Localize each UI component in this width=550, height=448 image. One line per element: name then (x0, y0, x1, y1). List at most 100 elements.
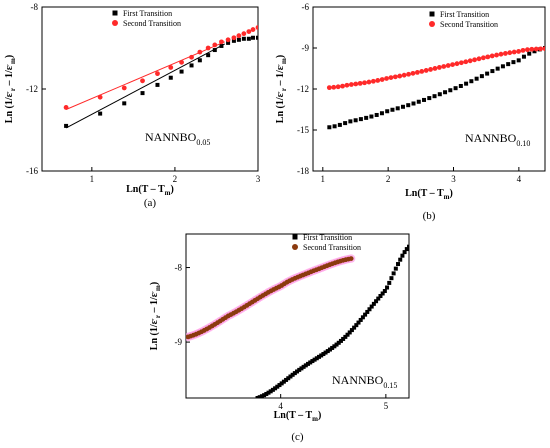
data-point (406, 71, 411, 77)
data-point (485, 71, 490, 76)
data-point (266, 390, 271, 395)
data-point (197, 49, 203, 55)
data-point (246, 36, 251, 41)
plot-frame (185, 233, 410, 399)
data-point (212, 48, 217, 53)
data-point (382, 289, 387, 294)
data-point (365, 309, 370, 314)
data-point (363, 312, 368, 317)
data-point (437, 92, 442, 97)
x-tick-label: 5 (384, 401, 389, 411)
data-point (360, 315, 365, 320)
data-point (506, 62, 511, 67)
data-point (236, 37, 241, 42)
data-point (407, 244, 409, 249)
data-point (257, 395, 262, 398)
data-point (295, 369, 300, 374)
data-point (375, 78, 381, 83)
data-point (480, 55, 486, 61)
data-point (388, 75, 394, 81)
data-point (392, 74, 398, 80)
x-tick-label: 4 (278, 401, 283, 411)
y-axis-label: Ln (1/ε′r – 1/ε′m) (275, 55, 288, 123)
data-point (411, 101, 416, 106)
y-tick-label: -9 (175, 337, 183, 347)
data-point (364, 115, 369, 120)
data-point (348, 256, 354, 261)
data-point (345, 332, 350, 337)
data-point (414, 69, 420, 75)
data-point (275, 384, 280, 389)
data-point (401, 72, 407, 78)
data-point (310, 359, 315, 364)
fit-line (65, 43, 226, 129)
data-point (395, 106, 400, 111)
data-point (197, 58, 202, 63)
data-point (259, 394, 264, 398)
data-point (225, 37, 231, 43)
data-point (286, 376, 291, 381)
composition-label: NANNBO0.10 (465, 131, 530, 148)
data-point (64, 123, 69, 128)
data-point (402, 250, 407, 255)
x-axis-label: Ln(T – Tm) (274, 410, 322, 423)
x-tick-label: 3 (256, 174, 261, 184)
data-point (436, 65, 442, 70)
data-point (495, 66, 500, 71)
data-point (358, 317, 363, 322)
data-point (387, 280, 392, 285)
data-point (498, 51, 504, 57)
legend-label: Second Transition (440, 20, 498, 29)
data-point (348, 119, 353, 124)
data-point (212, 42, 218, 48)
data-point (255, 396, 260, 398)
x-tick-label: 3 (451, 174, 456, 184)
legend-label: Second Transition (123, 19, 181, 28)
data-point (374, 299, 379, 304)
data-point (423, 68, 429, 73)
data-point (246, 29, 252, 34)
data-point (516, 49, 521, 54)
data-point (400, 253, 405, 258)
data-point (464, 81, 469, 86)
legend-marker-square (429, 11, 435, 17)
data-point (349, 328, 354, 333)
data-point (389, 276, 394, 281)
data-point (316, 354, 321, 359)
data-point (63, 105, 69, 110)
data-point (264, 391, 269, 396)
data-point (290, 372, 295, 377)
plot-area (326, 46, 545, 130)
data-point (321, 352, 326, 357)
data-point (312, 357, 317, 362)
data-point (358, 117, 363, 122)
legend-marker-circle (429, 21, 435, 27)
y-tick-label: -12 (297, 84, 309, 94)
data-point (323, 350, 328, 355)
data-point (450, 62, 455, 67)
y-tick-label: -8 (175, 263, 183, 273)
y-axis-label: Ln (1/ε′r – 1/ε′m) (149, 282, 162, 350)
data-point (205, 45, 211, 51)
data-point (380, 291, 385, 296)
data-point (189, 63, 194, 68)
data-point (256, 35, 258, 40)
series-second-transition (326, 46, 545, 91)
data-point (385, 109, 390, 114)
composition-label: NANNBO0.15 (332, 373, 397, 390)
data-point (542, 46, 545, 52)
y-tick-label: -18 (297, 166, 309, 176)
data-point (445, 63, 451, 68)
data-point (472, 57, 477, 63)
y-tick-label: -15 (297, 125, 309, 135)
data-point (325, 349, 330, 354)
data-point (479, 74, 484, 79)
data-point (410, 70, 416, 76)
data-point (419, 69, 425, 74)
data-point (226, 40, 231, 45)
data-point (281, 379, 286, 384)
data-point (288, 374, 293, 379)
y-tick-label: -9 (302, 43, 310, 53)
data-point (511, 60, 516, 65)
